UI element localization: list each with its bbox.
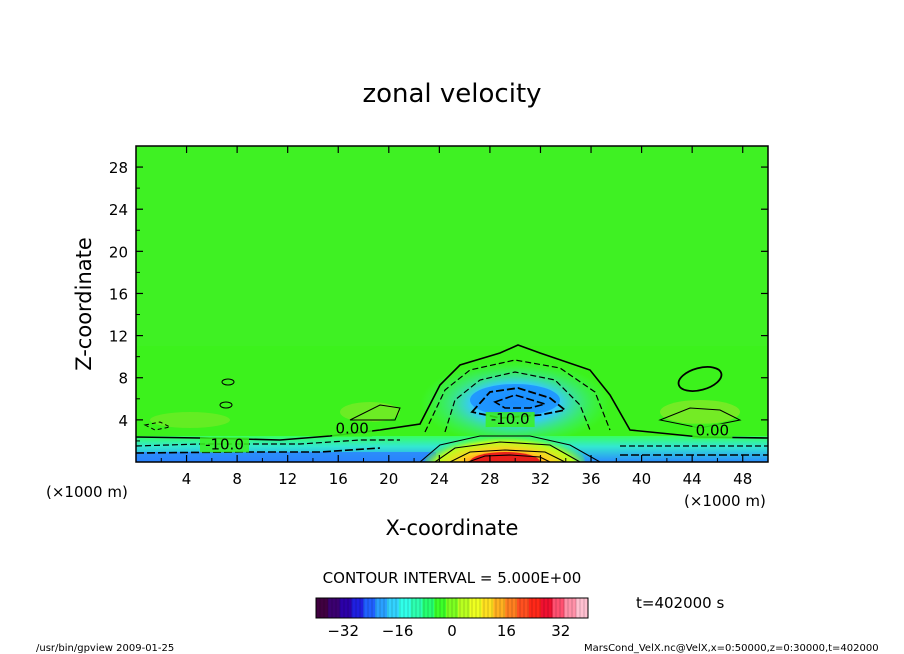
colorbar-swatch (410, 598, 423, 618)
y-tick-label: 24 (109, 201, 128, 219)
contour-label-bg (199, 437, 249, 453)
x-unit-right: (×1000 m) (684, 492, 766, 510)
y-tick-label: 4 (118, 412, 128, 430)
x-tick-label: 20 (379, 470, 398, 488)
positive-contour-4 (467, 454, 551, 462)
y-axis: 4 8 12 16 20 24 28 (109, 159, 768, 442)
x-tick-label: 24 (430, 470, 449, 488)
footer-left: /usr/bin/gpview 2009-01-25 (36, 643, 174, 654)
y-tick-label: 8 (118, 370, 128, 388)
small-contour-5 (143, 421, 172, 431)
positive-closed-contour-east (677, 366, 723, 392)
chart-title: zonal velocity (362, 79, 541, 109)
x-axis-label: X-coordinate (386, 516, 519, 540)
contour-label-bg (332, 421, 373, 437)
x-tick-label: 8 (232, 470, 242, 488)
x-tick-label: 12 (278, 470, 297, 488)
colorbar-swatch (505, 598, 518, 618)
surface-negative-contour-2 (136, 447, 381, 454)
y-axis-label: Z-coordinate (72, 237, 96, 371)
small-contour-1 (221, 378, 235, 386)
colorbar-swatch (576, 598, 589, 618)
y-tick-label: 16 (109, 285, 128, 303)
colorbar-frame (315, 597, 589, 619)
colorbar-swatch (316, 598, 329, 618)
colorbar-swatch (339, 598, 352, 618)
colorbar-tick-label: 16 (497, 622, 516, 640)
zero-contour (136, 344, 768, 441)
colorbar-tick-label: −32 (327, 622, 359, 640)
surface-jet-core (136, 452, 436, 462)
upper-field (136, 146, 768, 346)
colorbar-ticks: −32 −16 0 16 32 (327, 622, 570, 640)
x-tick-label: 28 (480, 470, 499, 488)
negative-contour-core (493, 394, 548, 409)
contour-label-bg (485, 412, 535, 428)
positive-core-inner (470, 452, 540, 462)
y-tick-label: 12 (109, 328, 128, 346)
contour-label: 0.00 (696, 422, 729, 440)
contour-label: -10.0 (491, 410, 530, 428)
positive-contour-3 (449, 449, 566, 462)
footer-right: MarsCond_VelX.nc@VelX,x=0:50000,z=0:3000… (584, 643, 879, 654)
positive-contour-2 (434, 441, 581, 462)
surface-negative-contour-1 (136, 439, 400, 447)
colorbar-tick-label: −16 (382, 622, 414, 640)
y-tick-label: 28 (109, 159, 128, 177)
colorbar-swatch (386, 598, 400, 618)
y-tick-label: 20 (109, 243, 128, 261)
x-axis: 4 8 12 16 20 24 28 32 36 40 44 48 (160, 146, 752, 488)
weak-positive-patch-east (660, 400, 740, 424)
colorbar-swatch (398, 598, 412, 618)
negative-contour-outer (424, 359, 611, 433)
contour-labels: 0.00 -10.0 -10.0 0.00 (199, 410, 733, 453)
x-tick-label: 36 (581, 470, 600, 488)
x-tick-label: 4 (182, 470, 192, 488)
x-tick-label: 44 (683, 470, 702, 488)
colorbar-tick-label: 0 (447, 622, 457, 640)
colorbar-tick-label: 32 (551, 622, 570, 640)
colorbar-swatch (540, 598, 554, 618)
colorbar-swatch (481, 598, 494, 618)
x-tick-label: 48 (733, 470, 752, 488)
x-tick-label: 32 (531, 470, 550, 488)
colorbar-swatch (552, 598, 565, 618)
colorbar-swatch (434, 598, 447, 618)
colorbar-swatch (528, 598, 542, 618)
colorbar (315, 597, 589, 619)
x-tick-label: 16 (329, 470, 348, 488)
time-label: t=402000 s (636, 594, 724, 612)
colorbar-swatch (351, 598, 364, 618)
contour-label: -10.0 (205, 435, 244, 453)
negative-contour-mid (444, 371, 591, 433)
contour-label: 0.00 (335, 420, 368, 438)
colorbar-swatch (327, 598, 341, 618)
colorbar-swatch (446, 598, 459, 618)
colorbar-swatch (375, 598, 388, 618)
x-unit-left: (×1000 m) (46, 483, 128, 501)
colorbar-swatch (493, 598, 506, 618)
colorbar-swatch (422, 598, 435, 618)
contour-label-bg (692, 423, 733, 439)
positive-contour-1 (419, 435, 601, 462)
contour-interval: CONTOUR INTERVAL = 5.000E+00 (323, 569, 582, 587)
colorbar-swatch (564, 598, 577, 618)
weak-positive-patch-west (150, 412, 230, 428)
small-contour-4 (349, 404, 401, 421)
colorbar-swatch (517, 598, 530, 618)
x-tick-label: 40 (632, 470, 651, 488)
colorbar-swatch (363, 598, 376, 618)
small-contour-2 (219, 401, 233, 409)
plot-frame (135, 145, 769, 463)
